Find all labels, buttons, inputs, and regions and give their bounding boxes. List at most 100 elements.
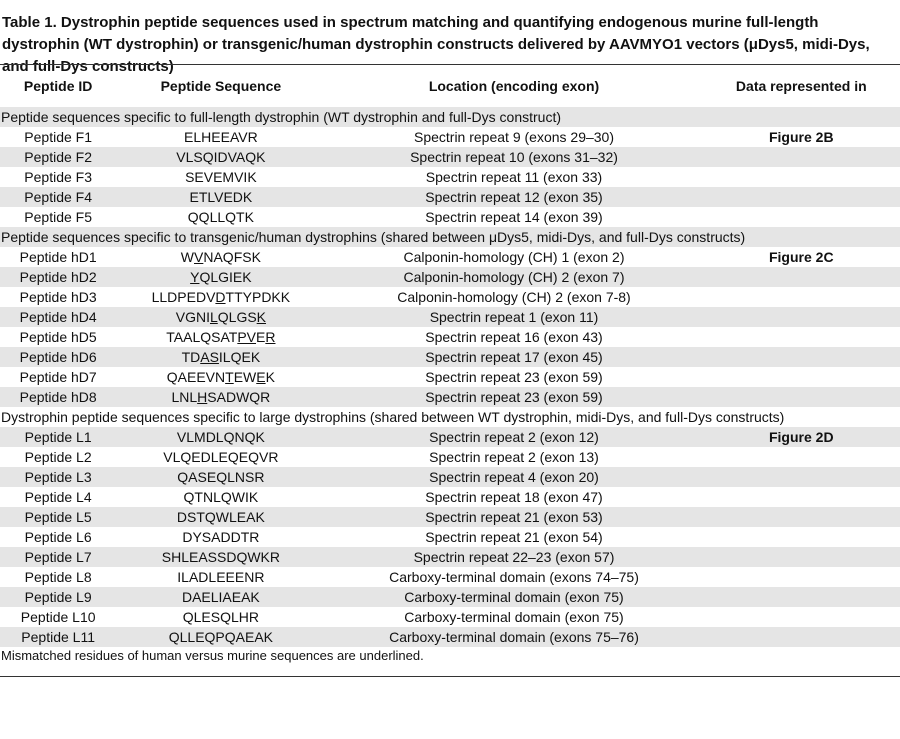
peptide-id: Peptide L11 [0,627,117,647]
peptide-sequence: QLLEQPQAEAK [116,627,326,647]
sequence-segment: R [265,329,276,345]
peptide-sequence: VLSQIDVAQK [116,147,326,167]
sequence-segment: SHLEASSDQWKR [161,549,280,565]
peptide-id: Peptide L6 [24,529,92,545]
location: Spectrin repeat 2 (exon 13) [429,449,599,465]
location: Carboxy-terminal domain (exon 75) [404,609,624,625]
empty-cell [702,307,900,327]
peptide-id: Peptide hD6 [0,347,117,367]
empty-cell [702,387,900,407]
sequence-segment: VGNI [175,309,210,325]
table-row: Peptide L7 SHLEASSDQWKR Spectrin repeat 22… [0,547,900,567]
figure-ref: Figure 2C [768,249,834,265]
peptide-id: Peptide L4 [24,489,92,505]
peptide-sequence: DSTQWLEAK [116,507,326,527]
table-row: Peptide hD4 VGNILQLGSK Spectrin repeat 1 (… [0,307,900,327]
table-row: Peptide F2 VLSQIDVAQK Spectrin repeat 10 (… [0,147,900,167]
footnote: Mismatched residues of human versus muri… [1,648,424,663]
table-row: Peptide hD1 WVNAQFSK Calponin-homology (CH… [0,247,900,267]
peptide-id: Peptide hD2 [0,267,117,287]
empty-cell [703,567,900,587]
table-row: Peptide L11 QLLEQPQAEAK Carboxy-terminal d… [0,627,900,647]
table-row: Dystrophin peptide sequences specific to… [0,407,900,427]
peptide-sequence: VLQEDLEQEQVR [116,447,325,467]
peptide-id: Peptide hD4 [0,307,117,327]
sequence-segment: LNL [171,389,198,405]
table-row: Peptide hD5 TAALQSATPVER Spectrin repeat 1… [0,327,900,347]
empty-cell [702,627,900,647]
sequence-segment: DYSADDTR [182,529,260,545]
column-header: Peptide Sequence [160,78,282,94]
peptide-table: Peptide ID Peptide Sequence Location (enco… [0,64,900,647]
sequence-segment: QLGIEK [199,269,252,285]
location: Calponin-homology (CH) 2 (exon 7-8) [397,289,631,305]
location: Carboxy-terminal domain (exons 74–75) [389,569,639,585]
sequence-segment: SADWQR [207,389,271,405]
empty-cell [702,587,900,607]
sequence-segment: D [215,289,226,305]
bottom-rule [0,676,900,677]
sequence-segment: QASEQLNSR [177,469,265,485]
column-header: Peptide ID [23,78,93,94]
sequence-segment: NAQFSK [203,249,261,265]
peptide-id: Peptide F2 [0,147,117,167]
empty-cell [702,347,900,367]
sequence-segment: AS [200,349,219,365]
figure-ref: Figure 2D [702,427,900,447]
location: Spectrin repeat 10 (exons 31–32) [325,147,703,167]
peptide-sequence: SEVEMVIK [116,167,325,187]
empty-cell [703,167,900,187]
sequence-segment: QQLLQTK [187,209,254,225]
table-title: Table 1. Dystrophin peptide sequences us… [2,14,870,75]
location: Spectrin repeat 9 (exons 29–30) [413,129,614,145]
empty-cell [702,147,900,167]
peptide-sequence: QLESQLHR [116,607,325,627]
location: Carboxy-terminal domain (exons 75–76) [325,627,703,647]
sequence-segment: TTYPDKK [225,289,291,305]
peptide-id: Peptide hD5 [19,329,97,345]
sequence-segment: L [209,309,218,325]
empty-cell [702,187,900,207]
location: Spectrin repeat 12 (exon 35) [325,187,703,207]
sequence-segment: T [225,369,234,385]
table-row: Peptide F5 QQLLQTK Spectrin repeat 14 (exo… [0,207,900,227]
table-row: Peptide L6 DYSADDTR Spectrin repeat 21 (ex… [0,527,900,547]
peptide-sequence: QAEEVNTEWEK [116,367,325,387]
table-row: Peptide F3 SEVEMVIK Spectrin repeat 11 (ex… [0,167,900,187]
location: Carboxy-terminal domain (exon 75) [325,587,703,607]
sequence-segment: K [265,369,275,385]
peptide-id: Peptide F3 [24,169,93,185]
section-title: Peptide sequences specific to full-lengt… [0,107,900,127]
table-row: Peptide hD8 LNLHSADWQR Spectrin repeat 23 … [0,387,900,407]
sequence-segment: QLGS [217,309,257,325]
sequence-segment: Y [190,269,200,285]
empty-cell [702,467,900,487]
table-row: Peptide L3 QASEQLNSR Spectrin repeat 4 (ex… [0,467,900,487]
peptide-id: Peptide F1 [24,129,93,145]
empty-cell [703,527,900,547]
table-row: Peptide F4 ETLVEDK Spectrin repeat 12 (exo… [0,187,900,207]
sequence-segment: DAELIAEAK [181,589,260,605]
peptide-sequence: LNLHSADWQR [116,387,326,407]
sequence-segment: VLMDLQNQK [176,429,265,445]
table-row: Peptide L2 VLQEDLEQEQVR Spectrin repeat 2 … [0,447,900,467]
empty-cell [702,507,900,527]
sequence-segment: ELHEEAVR [184,129,258,145]
peptide-id: Peptide L5 [0,507,117,527]
table-row: Peptide L4 QTNLQWIK Spectrin repeat 18 (ex… [0,487,900,507]
location: Calponin-homology (CH) 2 (exon 7) [325,267,703,287]
sequence-segment: QAEEVN [166,369,226,385]
sequence-segment: EW [233,369,257,385]
sequence-segment: ETLVEDK [189,189,253,205]
peptide-sequence: DAELIAEAK [116,587,326,607]
sequence-segment: SEVEMVIK [185,169,257,185]
empty-cell [702,267,900,287]
location: Spectrin repeat 4 (exon 20) [325,467,703,487]
column-header: Location (encoding exon) [428,78,600,94]
peptide-sequence: QTNLQWIK [116,487,325,507]
peptide-id: Peptide hD8 [0,387,117,407]
location: Spectrin repeat 16 (exon 43) [425,329,603,345]
location: Spectrin repeat 21 (exon 54) [425,529,603,545]
sequence-segment: W [180,249,195,265]
